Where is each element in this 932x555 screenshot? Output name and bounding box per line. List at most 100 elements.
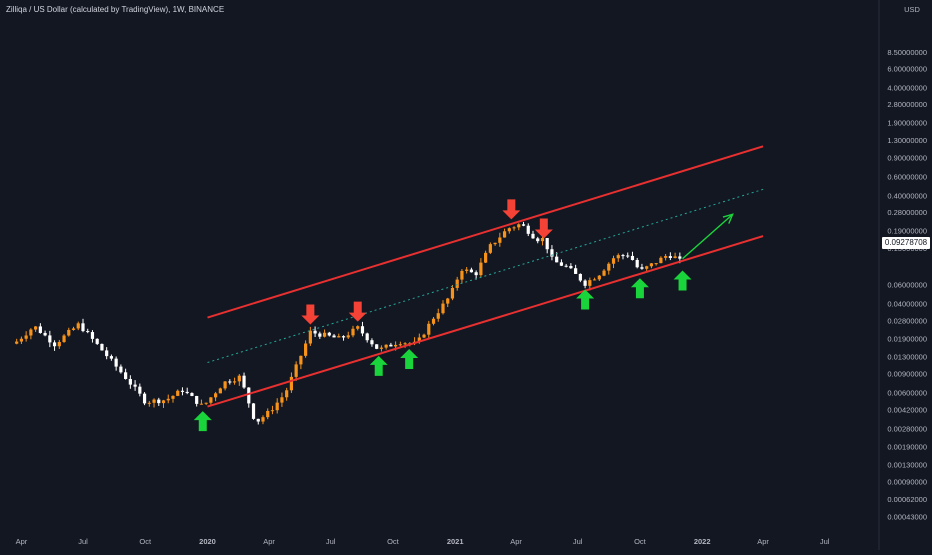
candle-body — [43, 332, 47, 336]
candle-body — [237, 375, 241, 382]
up-arrow-marker — [673, 270, 692, 291]
time-tick-label: Jul — [326, 537, 336, 546]
candle-body — [526, 225, 530, 234]
candle-body — [313, 330, 317, 334]
candle — [86, 328, 90, 334]
candle — [43, 330, 47, 337]
candle-body — [536, 238, 540, 242]
price-tick-label: 1.90000000 — [887, 118, 927, 127]
candle-body — [654, 263, 658, 265]
candle-body — [664, 256, 668, 258]
down-arrow-marker — [301, 304, 320, 325]
candle-body — [318, 333, 322, 337]
candle — [389, 342, 393, 347]
candle-body — [242, 375, 246, 388]
candle — [611, 255, 616, 269]
candle-body — [214, 393, 218, 398]
candle-body — [261, 417, 265, 422]
candle-body — [384, 344, 388, 348]
candle — [119, 364, 123, 374]
candle-body — [550, 249, 554, 257]
candle — [232, 377, 237, 385]
candle-body — [171, 395, 175, 399]
candle-body — [616, 255, 620, 259]
candle-body — [157, 399, 161, 404]
candle — [304, 340, 308, 358]
candle-body — [592, 279, 597, 281]
price-tick-label: 0.00062000 — [887, 495, 927, 504]
candle — [507, 227, 511, 234]
candle-body — [673, 256, 677, 258]
candle — [502, 228, 507, 238]
candle — [569, 263, 573, 269]
candle — [209, 397, 213, 405]
candle — [71, 326, 76, 331]
candle-body — [649, 263, 654, 267]
up-arrow-marker — [400, 349, 419, 370]
candle — [583, 279, 587, 289]
candle — [498, 232, 502, 247]
candle-body — [304, 343, 308, 356]
candle — [616, 253, 620, 262]
candle-body — [280, 397, 284, 403]
candle — [195, 395, 199, 407]
candle-body — [76, 323, 80, 329]
candle-body — [630, 255, 635, 260]
candle — [370, 338, 374, 347]
candle-body — [38, 326, 42, 333]
candle-body — [578, 273, 582, 281]
time-tick-label: Oct — [634, 537, 647, 546]
candle-body — [204, 402, 208, 404]
down-arrow-marker — [502, 199, 521, 220]
candle-body — [24, 335, 28, 339]
price-tick-label: 0.00900000 — [887, 370, 927, 379]
candle-body — [247, 387, 251, 404]
candle — [626, 252, 630, 259]
candle — [474, 270, 478, 280]
candle-body — [19, 338, 24, 342]
candle — [607, 262, 611, 275]
projection-arrow-head — [722, 213, 734, 224]
candle-body — [474, 272, 478, 276]
candle-body — [574, 268, 578, 274]
candle-body — [185, 391, 189, 394]
candle-body — [228, 381, 232, 383]
candle — [171, 395, 175, 403]
candle-body — [583, 280, 587, 286]
time-tick-label: Apr — [757, 537, 769, 546]
time-tick-label: Jul — [573, 537, 583, 546]
price-tick-label: 0.00280000 — [887, 424, 927, 433]
candle-body — [308, 330, 312, 344]
candle-body — [678, 256, 682, 259]
up-arrow-marker — [193, 411, 212, 432]
candle-body — [251, 403, 256, 419]
candle — [654, 263, 658, 266]
candle-body — [635, 259, 639, 268]
candle — [365, 332, 369, 343]
candle-body — [465, 269, 469, 271]
candle-body — [446, 298, 450, 304]
candle — [166, 394, 170, 404]
candle-body — [460, 270, 464, 280]
candle — [109, 354, 114, 361]
candle — [536, 236, 540, 244]
price-tick-label: 0.00130000 — [887, 460, 927, 469]
candle — [228, 379, 232, 385]
candle — [446, 297, 450, 308]
candle — [124, 368, 128, 380]
price-axis-currency: USD — [904, 5, 920, 14]
price-tick-label: 0.90000000 — [887, 153, 927, 162]
up-arrow-marker — [630, 278, 649, 299]
candle — [645, 265, 649, 271]
candle — [100, 343, 104, 351]
candle — [313, 326, 317, 337]
price-tick-label: 0.02800000 — [887, 316, 927, 325]
down-arrow-marker — [534, 218, 553, 239]
candle — [180, 387, 185, 396]
candle-body — [498, 237, 502, 243]
candle-body — [341, 336, 346, 338]
candle-body — [394, 344, 398, 347]
candle — [90, 330, 95, 343]
